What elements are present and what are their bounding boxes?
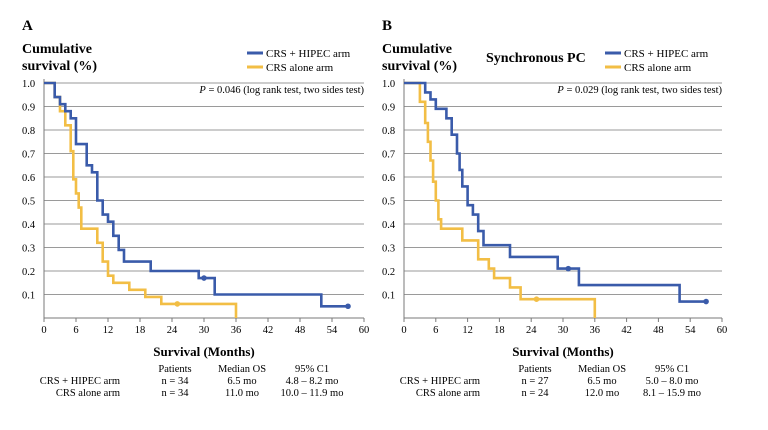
table-cell: n = 34 — [162, 388, 190, 399]
x-tick-label: 0 — [41, 325, 46, 336]
x-tick-label: 24 — [526, 325, 537, 336]
y-tick-label: 0.5 — [382, 197, 395, 208]
x-tick-label: 6 — [73, 325, 78, 336]
panel-label: A — [22, 18, 33, 34]
table-cell: n = 24 — [522, 388, 550, 399]
censor-mark — [345, 303, 351, 310]
x-tick-label: 12 — [103, 325, 114, 336]
x-tick-label: 18 — [494, 325, 505, 336]
y-tick-label: 1.0 — [382, 79, 395, 90]
y-axis-label: survival (%) — [382, 59, 457, 74]
y-axis-label: Cumulative — [22, 42, 92, 57]
km-curve — [404, 81, 597, 318]
panel-label: B — [382, 18, 392, 34]
p-value-annotation: P = 0.046 (log rank test, two sides test… — [198, 85, 364, 96]
legend-entry: CRS + HIPEC arm — [266, 48, 351, 60]
x-tick-label: 12 — [462, 325, 473, 336]
x-tick-label: 18 — [135, 325, 146, 336]
x-tick-label: 42 — [263, 325, 274, 336]
y-tick-label: 0.2 — [382, 267, 395, 278]
censor-mark — [201, 275, 207, 281]
table-row-label: CRS alone arm — [56, 388, 120, 399]
x-tick-label: 60 — [717, 325, 728, 336]
p-value-annotation: P = 0.029 (log rank test, two sides test… — [556, 85, 722, 96]
x-tick-label: 30 — [558, 325, 569, 336]
x-tick-label: 60 — [359, 325, 370, 336]
table-cell: 11.0 mo — [225, 388, 259, 399]
table-header: Median OS — [578, 364, 626, 375]
table-row-label: CRS + HIPEC arm — [400, 376, 480, 387]
y-tick-label: 1.0 — [22, 79, 35, 90]
censor-mark — [533, 296, 540, 303]
table-cell: 6.5 mo — [227, 376, 256, 387]
table-row-label: CRS + HIPEC arm — [40, 376, 120, 387]
y-tick-label: 0.4 — [22, 220, 36, 231]
y-tick-label: 0.2 — [22, 267, 35, 278]
table-cell: 8.1 – 15.9 mo — [643, 388, 701, 399]
y-tick-label: 0.1 — [22, 291, 35, 302]
y-tick-label: 0.9 — [22, 103, 35, 114]
x-tick-label: 36 — [590, 325, 601, 336]
censor-mark — [565, 265, 572, 272]
x-tick-label: 0 — [401, 325, 406, 336]
x-axis-label: Survival (Months) — [512, 344, 613, 359]
x-tick-label: 36 — [231, 325, 242, 336]
y-tick-label: 0.6 — [22, 173, 35, 184]
x-tick-label: 30 — [199, 325, 210, 336]
y-tick-label: 0.4 — [382, 220, 396, 231]
table-cell: 10.0 – 11.9 mo — [281, 388, 344, 399]
table-cell: 6.5 mo — [587, 376, 616, 387]
x-tick-label: 54 — [327, 325, 338, 336]
x-tick-label: 42 — [621, 325, 632, 336]
y-tick-label: 0.7 — [382, 150, 395, 161]
table-row-label: CRS alone arm — [416, 388, 480, 399]
y-axis-label: survival (%) — [22, 59, 97, 74]
table-cell: n = 34 — [162, 376, 190, 387]
table-header: Patients — [518, 364, 551, 375]
km-curve — [404, 81, 707, 303]
table-header: Median OS — [218, 364, 266, 375]
y-tick-label: 0.3 — [382, 244, 395, 255]
table-cell: 5.0 – 8.0 mo — [646, 376, 699, 387]
table-cell: 12.0 mo — [585, 388, 619, 399]
y-tick-label: 0.9 — [382, 103, 395, 114]
x-tick-label: 48 — [653, 325, 664, 336]
table-header: 95% C1 — [295, 364, 329, 375]
x-tick-label: 6 — [433, 325, 438, 336]
y-tick-label: 0.6 — [382, 173, 395, 184]
legend-entry: CRS alone arm — [266, 62, 334, 74]
y-tick-label: 0.7 — [22, 150, 35, 161]
censor-mark — [703, 298, 709, 305]
y-axis-label: Cumulative — [382, 42, 452, 57]
table-header: 95% C1 — [655, 364, 689, 375]
x-tick-label: 54 — [685, 325, 696, 336]
y-tick-label: 0.5 — [22, 197, 35, 208]
y-tick-label: 0.3 — [22, 244, 35, 255]
legend-entry: CRS + HIPEC arm — [624, 48, 709, 60]
censor-mark — [174, 301, 181, 307]
chart-subtitle: Synchronous PC — [486, 51, 586, 66]
y-tick-label: 0.1 — [382, 291, 395, 302]
y-tick-label: 0.8 — [382, 126, 395, 137]
x-tick-label: 48 — [295, 325, 306, 336]
km-curve — [44, 81, 348, 308]
y-tick-label: 0.8 — [22, 126, 35, 137]
km-curve — [44, 81, 238, 318]
km-panel-b: B Cumulative survival (%) Synchronous PC CRS… — [382, 18, 727, 399]
table-cell: 4.8 – 8.2 mo — [286, 376, 339, 387]
table-header: Patients — [158, 364, 191, 375]
x-axis-label: Survival (Months) — [153, 344, 254, 359]
legend-entry: CRS alone arm — [624, 62, 692, 74]
table-cell: n = 27 — [522, 376, 549, 387]
x-tick-label: 24 — [167, 325, 178, 336]
